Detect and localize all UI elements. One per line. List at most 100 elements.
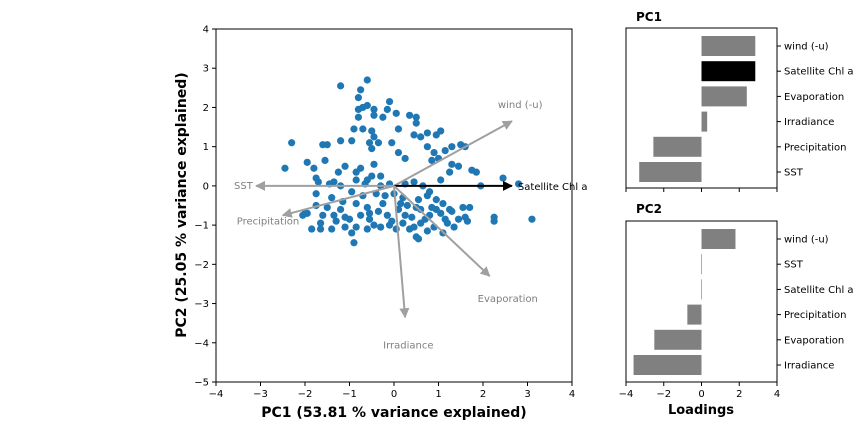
data-point — [368, 127, 376, 135]
data-point — [423, 227, 431, 235]
data-point — [472, 168, 480, 176]
data-point — [308, 225, 316, 233]
pc1-bars: wind (-u) Satellite Chl a Evaporation Irrad… — [639, 36, 854, 182]
data-point — [448, 160, 456, 168]
y-tick-label: 4 — [203, 25, 209, 36]
data-point — [379, 113, 387, 121]
data-point — [499, 174, 507, 182]
loading-bar — [639, 162, 702, 182]
data-point — [439, 199, 447, 208]
data-point — [454, 215, 463, 223]
data-point — [310, 164, 318, 172]
data-point — [397, 199, 405, 208]
x-tick-label: 0 — [698, 389, 704, 400]
data-point — [363, 225, 371, 233]
data-point — [323, 203, 331, 212]
data-point — [414, 196, 423, 204]
x-tick-label: 2 — [736, 389, 742, 400]
y-tick-label: −5 — [194, 378, 209, 389]
loading-bar — [701, 36, 756, 56]
data-point — [443, 219, 451, 227]
y-tick-label: −2 — [194, 260, 209, 271]
data-point — [401, 211, 409, 219]
data-point — [405, 111, 414, 119]
data-point — [426, 188, 434, 196]
data-point — [365, 209, 374, 217]
loading-arrow-label: Satellite Chl a — [518, 182, 588, 193]
data-point — [330, 211, 338, 219]
data-point — [332, 217, 340, 225]
data-point — [383, 211, 391, 219]
data-point — [432, 196, 440, 204]
data-point — [348, 188, 356, 196]
data-point — [281, 164, 289, 172]
pc1-loadings-panel: PC1 wind (-u) Satellite Chl a Evaporation I… — [625, 10, 854, 192]
pc1-panel-title: PC1 — [636, 10, 662, 24]
data-point — [341, 213, 349, 221]
biplot-x-axis-label: PC1 (53.81 % variance explained) — [261, 405, 526, 421]
biplot-frame — [215, 28, 573, 383]
data-point — [423, 143, 431, 151]
loading-arrow — [393, 185, 410, 319]
data-point — [312, 190, 320, 198]
data-point — [401, 154, 409, 163]
loading-bar — [701, 229, 736, 249]
data-point — [437, 176, 445, 184]
data-point — [334, 168, 342, 176]
x-tick-label: 2 — [480, 389, 486, 400]
loading-arrow — [281, 184, 395, 218]
loading-arrow-label: Evaporation — [478, 294, 538, 305]
loading-bar — [701, 61, 756, 82]
category-label: Evaporation — [784, 335, 844, 346]
data-point — [363, 76, 371, 84]
data-point — [392, 109, 400, 117]
data-point — [410, 131, 418, 139]
data-point — [319, 141, 327, 149]
data-point — [365, 139, 374, 147]
y-tick-label: 0 — [203, 181, 209, 192]
loading-bar — [654, 329, 702, 350]
data-point — [359, 125, 367, 133]
pc2-panel-title: PC2 — [636, 202, 662, 216]
data-point — [350, 125, 358, 133]
data-point — [490, 217, 498, 225]
data-point — [374, 139, 383, 147]
data-point — [352, 168, 360, 176]
x-tick-label: −4 — [209, 389, 224, 400]
data-point — [368, 145, 376, 153]
data-point — [441, 146, 449, 155]
data-point — [303, 158, 311, 166]
data-point — [341, 223, 349, 231]
biplot-y-ticks: −5 −4 −3 −2 −1 0 1 2 3 4 — [194, 25, 216, 389]
category-label: Satellite Chl a — [784, 67, 854, 78]
data-point — [381, 192, 389, 200]
x-tick-label: 3 — [524, 389, 530, 400]
x-tick-label: 4 — [774, 389, 780, 400]
loading-arrow — [393, 185, 491, 277]
y-tick-label: 1 — [203, 142, 209, 153]
y-tick-label: −1 — [194, 221, 209, 232]
data-point — [463, 217, 472, 225]
loading-bar — [653, 136, 702, 157]
data-point — [337, 82, 345, 90]
pc2-x-ticks: −4 −2 0 2 4 — [619, 382, 780, 400]
data-point — [414, 235, 423, 243]
data-point — [365, 215, 374, 223]
loading-arrow-label: Precipitation — [237, 216, 300, 227]
data-point — [399, 219, 407, 227]
data-point — [341, 162, 349, 170]
data-point — [448, 143, 456, 151]
data-point — [316, 219, 325, 227]
data-point — [446, 205, 454, 214]
data-point — [430, 148, 438, 157]
x-tick-label: −3 — [253, 389, 268, 400]
data-point — [412, 119, 420, 127]
data-point — [383, 105, 391, 114]
data-point — [370, 221, 378, 229]
data-point — [379, 199, 387, 208]
biplot-y-axis-label: PC2 (25.05 % variance explained) — [174, 72, 190, 337]
loading-bar — [633, 355, 702, 375]
loading-arrow-label: SST — [234, 181, 254, 192]
loading-arrow-label: wind (-u) — [498, 100, 543, 111]
x-tick-label: −4 — [619, 389, 634, 400]
